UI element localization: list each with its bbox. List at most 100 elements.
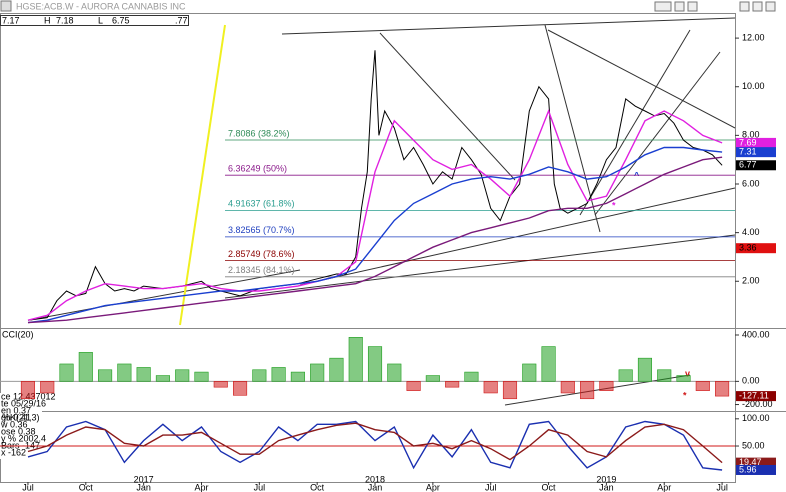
x-tick-label: Jan bbox=[368, 482, 383, 492]
price-tag bbox=[736, 464, 776, 475]
quote-field: L bbox=[98, 15, 103, 25]
annotation: * bbox=[612, 200, 616, 210]
cci-bar bbox=[715, 381, 730, 397]
cci-bar bbox=[483, 381, 498, 394]
cci-bar bbox=[599, 381, 614, 391]
x-tick-label: Jul bbox=[716, 482, 728, 492]
series-line bbox=[27, 109, 723, 321]
cci-bar bbox=[560, 381, 575, 394]
cci-bar bbox=[59, 363, 74, 382]
data-window-line: w 0.36 bbox=[0, 419, 28, 429]
quote-field: .77 bbox=[175, 15, 188, 25]
trend-line bbox=[29, 269, 301, 321]
cci-bar bbox=[78, 352, 93, 382]
y-tick-label: 12.00 bbox=[742, 32, 765, 42]
symbol-title: HGSE:ACB.W - AURORA CANNABIS INC bbox=[16, 1, 186, 11]
trend-line bbox=[547, 29, 736, 129]
button[interactable] bbox=[765, 1, 776, 12]
x-tick-label: Jul bbox=[254, 482, 266, 492]
quote-field: 7.17 bbox=[2, 15, 20, 25]
trend-line bbox=[224, 234, 736, 299]
window-controls bbox=[654, 1, 776, 12]
yellow-line bbox=[179, 24, 226, 326]
quote-field: 6.75 bbox=[112, 15, 130, 25]
data-window-line: ose 0.38 bbox=[1, 426, 36, 436]
y-tick-label: 8.00 bbox=[742, 130, 760, 140]
cci-bar bbox=[406, 381, 421, 391]
data-window-line: te 05/29/16 bbox=[1, 398, 46, 408]
fib-label: 4.91637 (61.8%) bbox=[228, 199, 295, 209]
price-tag bbox=[736, 160, 776, 171]
quote-field: H bbox=[44, 15, 51, 25]
x-tick-label: Jan bbox=[599, 482, 614, 492]
cci-bar bbox=[464, 371, 479, 382]
year-label: 2019 bbox=[596, 474, 616, 484]
y-tick-label: 6.00 bbox=[742, 178, 760, 188]
fib-label: 3.82565 (70.7%) bbox=[228, 225, 295, 235]
data-window-line: x -162 bbox=[1, 447, 26, 457]
x-tick-label: Oct bbox=[79, 482, 94, 492]
panel-title: %K(21,3) bbox=[2, 412, 40, 422]
price-tag-label: 5.96 bbox=[739, 464, 757, 474]
data-window-box bbox=[0, 393, 42, 459]
fib-label: 2.85749 (78.6%) bbox=[228, 249, 295, 259]
button[interactable] bbox=[752, 1, 763, 12]
y-tick-label: 2.00 bbox=[742, 276, 760, 286]
series-line bbox=[27, 50, 723, 321]
y-tick-label: -200.00 bbox=[742, 399, 773, 409]
cci-bar bbox=[637, 357, 653, 382]
button[interactable] bbox=[654, 1, 672, 12]
cci-bar bbox=[522, 363, 537, 382]
quote-fields: 7.17 H 7.18 L 6.75 .77 bbox=[0, 15, 189, 26]
button[interactable] bbox=[674, 1, 685, 12]
y-tick-label: 50.00 bbox=[742, 440, 765, 450]
cci-bar bbox=[233, 381, 248, 396]
trend-line bbox=[594, 51, 721, 216]
series-line bbox=[27, 422, 723, 464]
cci-bar bbox=[20, 381, 36, 400]
cci-bar bbox=[155, 375, 170, 382]
price-tag-label: 6.77 bbox=[739, 160, 757, 170]
cci-bar bbox=[580, 381, 595, 400]
y-tick-label: 4.00 bbox=[742, 227, 760, 237]
price-tag bbox=[736, 391, 776, 402]
cci-bar bbox=[175, 369, 190, 382]
cci-bar bbox=[98, 369, 113, 382]
cci-bar bbox=[348, 337, 363, 382]
data-window-line: en 0.37 bbox=[1, 405, 31, 415]
menu-icon[interactable] bbox=[0, 0, 12, 12]
trend-line bbox=[379, 32, 516, 181]
cci-bar bbox=[252, 369, 267, 382]
x-tick-label: Oct bbox=[310, 482, 325, 492]
price-tag-label: 7.31 bbox=[739, 147, 757, 157]
cci-bar bbox=[40, 381, 55, 394]
price-tag bbox=[736, 147, 776, 158]
x-tick-label: Apr bbox=[657, 482, 671, 492]
cci-bar bbox=[695, 381, 710, 391]
button[interactable] bbox=[739, 1, 750, 12]
series-line bbox=[27, 146, 723, 324]
y-tick-label: 100.00 bbox=[742, 413, 770, 423]
cci-bar bbox=[136, 367, 151, 382]
y-tick-label: 0.00 bbox=[742, 376, 760, 386]
year-label: 2017 bbox=[134, 474, 154, 484]
price-tag-label: -127.11 bbox=[739, 390, 769, 400]
data-window-line: y % 2002.4 bbox=[1, 433, 46, 443]
y-tick-label: 400.00 bbox=[742, 329, 770, 339]
price-tag-label: 19.47 bbox=[739, 457, 762, 467]
button[interactable] bbox=[687, 1, 698, 12]
quote-box bbox=[0, 15, 189, 26]
plot-frame bbox=[0, 13, 736, 483]
annotation: * bbox=[683, 390, 687, 400]
y-tick-label: 10.00 bbox=[742, 81, 765, 91]
cci-bar bbox=[445, 381, 460, 388]
cci-bar bbox=[194, 371, 209, 382]
cci-bar bbox=[271, 367, 286, 382]
x-tick-label: Apr bbox=[426, 482, 440, 492]
price-tag bbox=[736, 137, 776, 148]
annotation: v bbox=[685, 368, 690, 378]
data-window-line: gh 0.41 bbox=[1, 412, 31, 422]
cci-bar bbox=[213, 381, 228, 388]
series-line bbox=[27, 156, 723, 324]
